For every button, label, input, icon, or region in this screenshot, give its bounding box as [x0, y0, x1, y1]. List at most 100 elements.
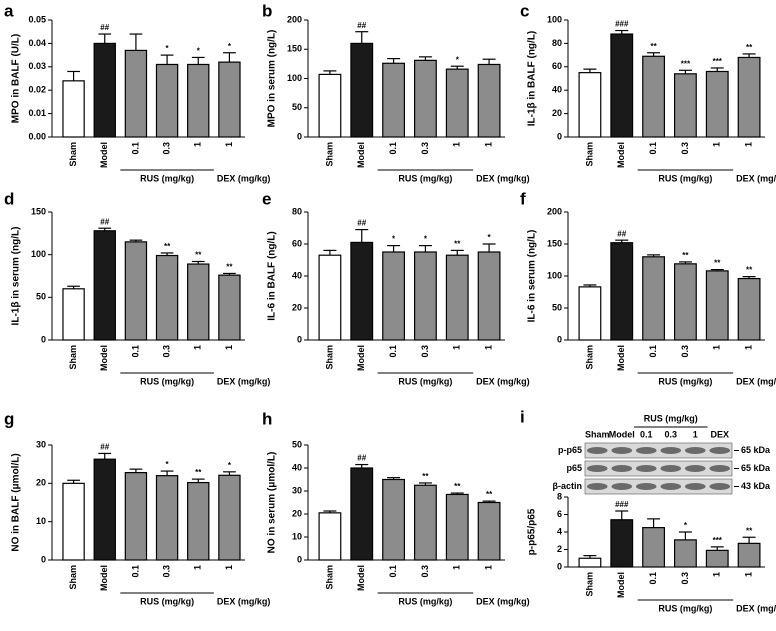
panel-letter: i [520, 407, 525, 426]
panel-letter: h [262, 409, 272, 428]
x-tick-label: 1 [224, 142, 234, 147]
x-tick-label: 1 [712, 345, 722, 350]
group-label: RUS (mg/kg) [398, 173, 452, 183]
y-tick-label: 0.05 [28, 14, 46, 24]
x-tick-label: Sham [324, 142, 334, 167]
x-tick-label: 1 [743, 345, 753, 350]
y-tick-label: 20 [36, 478, 46, 488]
bar [737, 277, 761, 341]
blot-band [660, 465, 682, 472]
bar [705, 270, 729, 341]
significance: ** [195, 468, 202, 477]
group-label: RUS (mg/kg) [658, 376, 712, 386]
significance: * [197, 47, 201, 56]
y-tick-label: 0.04 [28, 38, 46, 48]
blot-strip [584, 460, 733, 477]
significance: ** [486, 490, 493, 499]
group-label: DEX (mg/kg) [476, 376, 530, 386]
bar [705, 70, 729, 138]
bar [124, 49, 148, 138]
bar [318, 73, 342, 138]
y-tick-label: 20 [552, 108, 562, 118]
group-label: DEX (mg/kg) [736, 173, 776, 183]
panel-letter: f [520, 189, 526, 208]
x-tick-label: 1 [224, 565, 234, 570]
x-tick-label: 1 [224, 345, 234, 350]
y-tick-label: 0.01 [28, 108, 46, 118]
x-tick-label: Sham [324, 345, 334, 370]
significance: * [166, 460, 170, 469]
y-axis-label: p-p65/p65 [527, 508, 538, 555]
y-tick-label: 40 [552, 85, 562, 95]
y-axis-label: NO in BALF (μmol/L) [11, 453, 22, 551]
bar [413, 484, 437, 561]
x-tick-label: Model [99, 565, 109, 591]
y-tick-label: 150 [31, 206, 46, 216]
x-tick-label: 1 [452, 345, 462, 350]
bar [610, 33, 634, 138]
x-tick-label: 1 [193, 142, 203, 147]
x-tick-label: Sham [584, 142, 594, 167]
x-tick-label: 0.1 [388, 142, 398, 155]
x-tick-label: Model [356, 142, 366, 168]
x-tick-label: Sham [68, 345, 78, 370]
blot-size-label: 65 kDa [741, 463, 771, 473]
bar [218, 474, 241, 561]
bar [350, 42, 374, 138]
bar [382, 62, 406, 138]
significance: * [166, 44, 170, 53]
y-tick-label: 10 [36, 516, 46, 526]
significance: ** [226, 263, 233, 272]
significance: ## [357, 21, 366, 30]
blot-band [635, 447, 657, 454]
bar [382, 251, 406, 341]
panel-letter: a [4, 1, 14, 20]
blot-row-label: β-actin [553, 481, 583, 491]
bar [155, 63, 179, 138]
bar [124, 241, 148, 341]
x-tick-label: 0.3 [420, 565, 430, 578]
x-tick-label: 1 [193, 565, 203, 570]
bar [737, 542, 761, 568]
x-tick-label: Model [616, 572, 626, 598]
lane-label: 0.3 [664, 429, 677, 439]
y-tick-label: 150 [547, 238, 562, 248]
y-tick-label: 8 [557, 491, 562, 501]
x-tick-label: Model [616, 345, 626, 371]
x-tick-label: 1 [193, 345, 203, 350]
bar [642, 527, 666, 568]
y-axis-label: NO in serum (μmol/L) [267, 452, 278, 554]
x-tick-label: Sham [68, 142, 78, 167]
y-tick-label: 20 [292, 302, 302, 312]
x-tick-label: 1 [452, 142, 462, 147]
significance: * [424, 235, 428, 244]
bar [578, 557, 602, 568]
blot-band [684, 447, 706, 454]
blot-strip [584, 442, 733, 459]
group-label: DEX (mg/kg) [217, 173, 271, 183]
significance: ** [746, 526, 753, 535]
significance: * [228, 461, 232, 470]
x-tick-label: Sham [584, 345, 594, 370]
y-tick-label: 0 [557, 131, 562, 141]
blot-band [586, 465, 608, 472]
bar [62, 288, 85, 341]
x-tick-label: 0.3 [420, 142, 430, 155]
bar [218, 274, 241, 341]
x-tick-label: Model [99, 142, 109, 168]
y-axis-label: MPO in serum (ng/L) [267, 30, 278, 128]
significance: ** [422, 472, 429, 481]
bar [350, 467, 374, 561]
panel-letter: g [4, 409, 14, 428]
group-label: DEX (mg/kg) [217, 376, 271, 386]
group-label: RUS (mg/kg) [658, 173, 712, 183]
y-tick-label: 0.03 [28, 61, 46, 71]
bar [578, 72, 602, 138]
blot-band [611, 483, 633, 490]
bar [413, 251, 437, 341]
significance: ## [100, 23, 109, 32]
group-label: RUS (mg/kg) [140, 596, 194, 606]
y-axis-label: IL-6 in serum (ng/L) [527, 230, 538, 323]
significance: ** [746, 266, 753, 275]
y-tick-label: 80 [292, 206, 302, 216]
